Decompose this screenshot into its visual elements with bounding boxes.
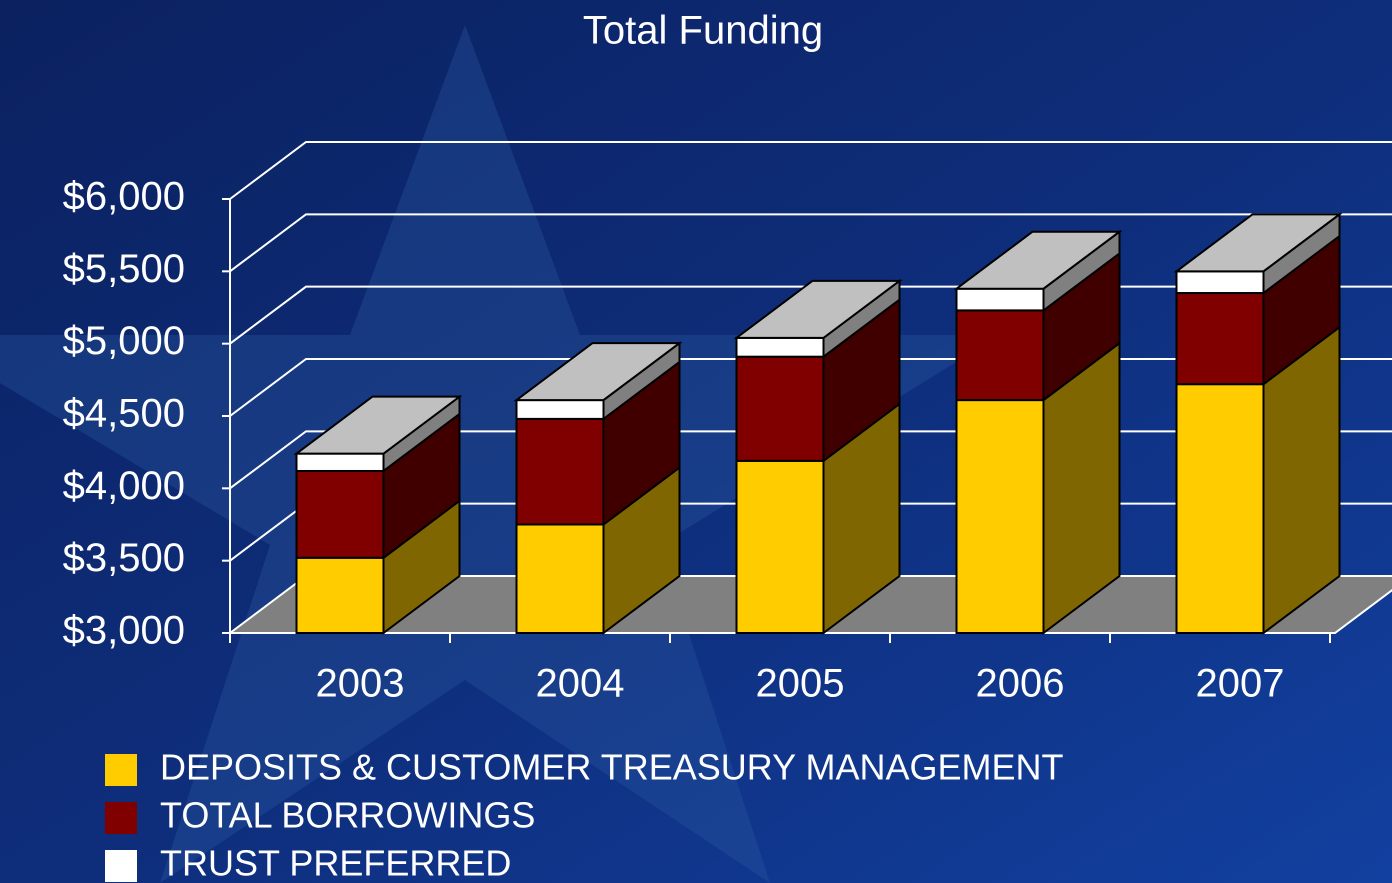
grid-line <box>229 141 1392 200</box>
bar-segment <box>1175 270 1265 295</box>
x-tick-label: 2004 <box>536 662 625 706</box>
y-tick-label: $6,000 <box>63 175 185 219</box>
bar-segment <box>955 399 1045 634</box>
bar-segment <box>735 336 825 358</box>
background-star <box>0 25 1000 883</box>
bar-segment <box>735 459 825 635</box>
legend-label: TRUST PREFERRED <box>160 843 511 883</box>
y-tick-label: $4,000 <box>63 464 185 508</box>
y-tick-label: $5,500 <box>63 247 185 291</box>
x-tick-label: 2006 <box>976 662 1065 706</box>
bar-top <box>293 395 463 455</box>
bar-top <box>1173 213 1343 273</box>
legend-swatch <box>105 802 137 834</box>
bar-top <box>733 279 903 339</box>
chart-title: Total Funding <box>583 9 823 53</box>
x-tick-label: 2003 <box>316 662 405 706</box>
bar-segment <box>295 556 385 634</box>
bar-segment <box>515 399 605 420</box>
legend-swatch <box>105 754 137 786</box>
bar-segment <box>1175 383 1265 634</box>
bar-segment <box>295 452 385 472</box>
y-tick-label: $5,000 <box>63 319 185 363</box>
legend-label: DEPOSITS & CUSTOMER TREASURY MANAGEMENT <box>160 747 1064 788</box>
bar-segment <box>735 355 825 462</box>
x-tick-label: 2007 <box>1196 662 1285 706</box>
bar-top <box>953 230 1123 290</box>
bar-top <box>513 342 683 402</box>
y-tick-label: $3,500 <box>63 536 185 580</box>
bar-segment <box>955 309 1045 402</box>
bar-segment <box>1175 292 1265 386</box>
grid-line <box>229 213 1392 273</box>
bar-segment <box>515 523 605 634</box>
bar-segment <box>955 287 1045 312</box>
bar-segment <box>295 469 385 559</box>
x-tick-label: 2005 <box>756 662 845 706</box>
y-tick-label: $3,000 <box>63 609 185 653</box>
legend-swatch <box>105 850 137 882</box>
bar-segment <box>515 417 605 526</box>
legend-label: TOTAL BORROWINGS <box>160 795 535 836</box>
y-tick-label: $4,500 <box>63 392 185 436</box>
